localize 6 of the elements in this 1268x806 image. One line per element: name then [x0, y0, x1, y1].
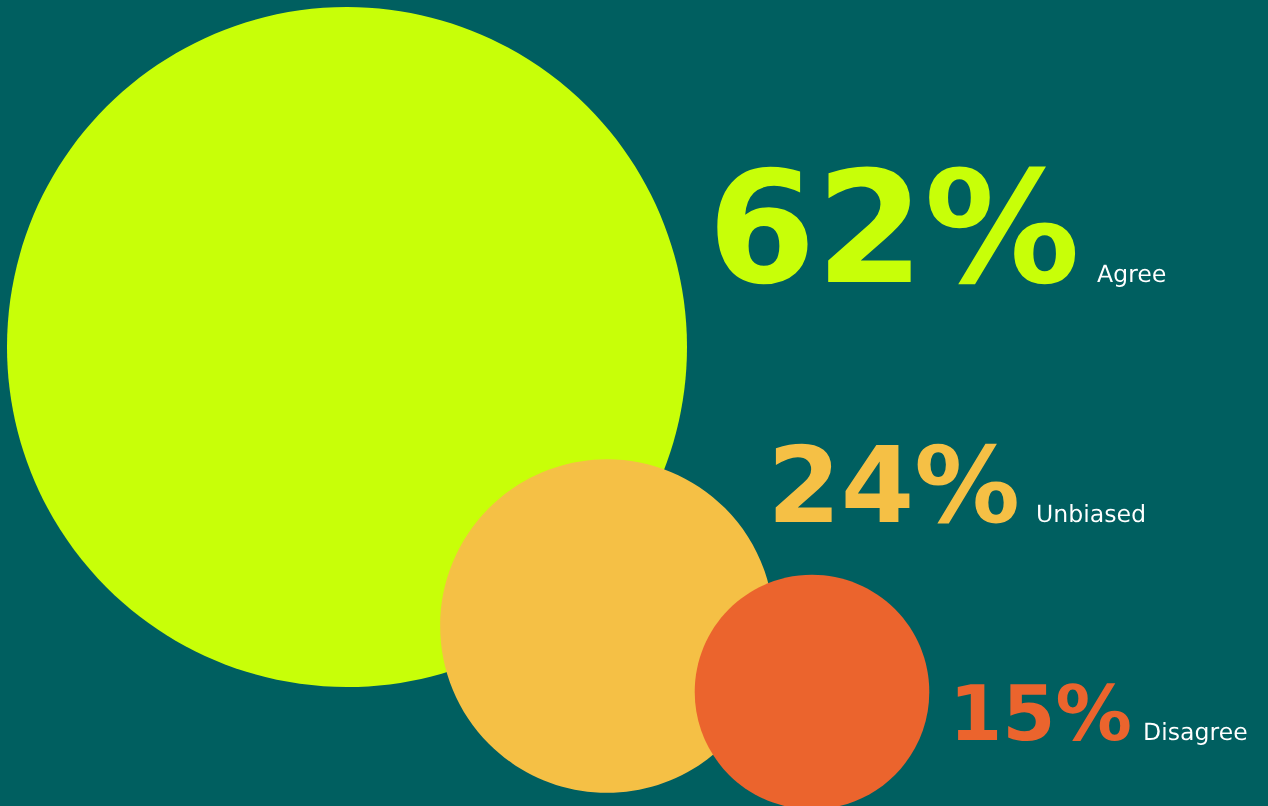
category-label: Agree	[1097, 264, 1166, 287]
category-label: Disagree	[1145, 722, 1247, 745]
category-label: Unbiased	[1038, 504, 1144, 523]
data-label: 62%	[717, 166, 1076, 285]
data-label: 15%	[957, 683, 1130, 742]
data-label: 24%	[775, 443, 1017, 524]
